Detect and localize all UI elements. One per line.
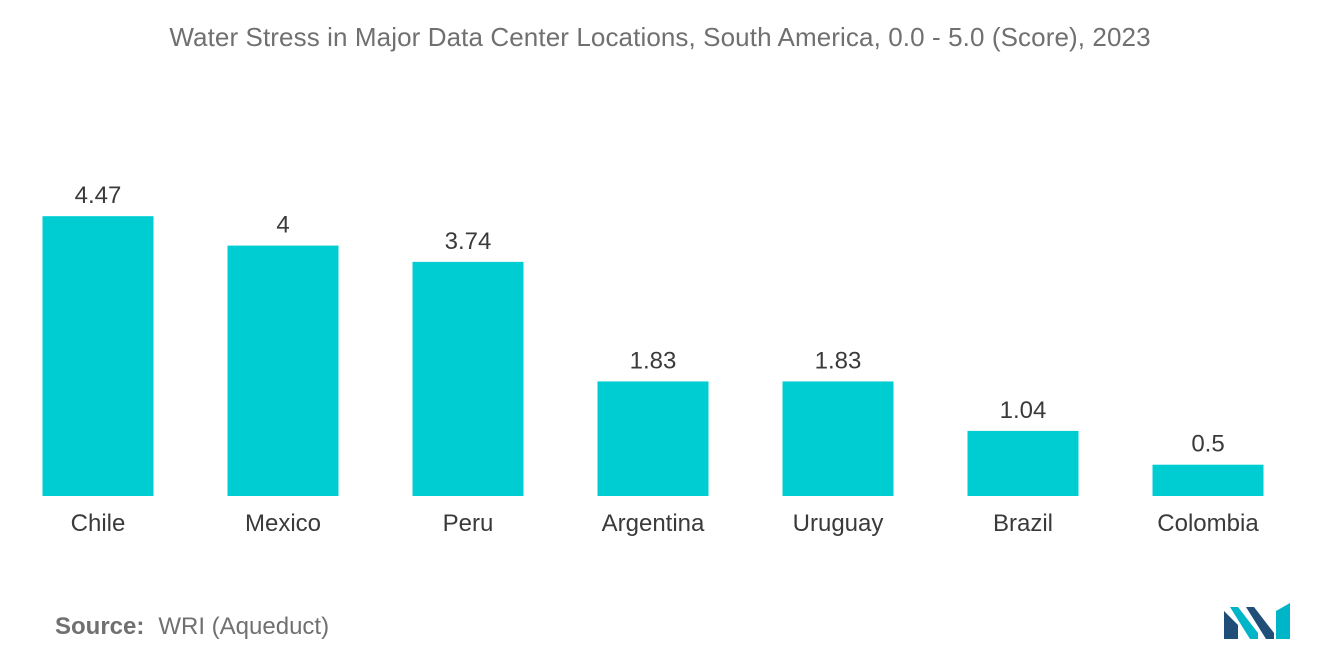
value-label-mexico: 4 <box>276 212 289 239</box>
bar-mexico <box>227 245 339 496</box>
value-label-colombia: 0.5 <box>1191 431 1224 458</box>
category-label-peru: Peru <box>443 510 494 537</box>
bar-chart: 4.47 Chile 4 Mexico 3.74 Peru 1.83 Argentina 1.8… <box>42 182 1264 537</box>
category-label-uruguay: Uruguay <box>793 510 884 537</box>
source-text: WRI (Aqueduct) <box>158 613 330 640</box>
value-label-chile: 4.47 <box>75 182 122 209</box>
bar-brazil <box>967 430 1079 496</box>
value-label-argentina: 1.83 <box>630 347 677 374</box>
category-label-colombia: Colombia <box>1157 510 1259 537</box>
bar-peru <box>412 261 524 496</box>
bar-uruguay <box>782 381 894 496</box>
category-label-mexico: Mexico <box>245 510 321 537</box>
mordor-logo-icon <box>1224 603 1290 639</box>
category-label-argentina: Argentina <box>602 510 705 537</box>
bar-colombia <box>1152 464 1264 496</box>
source-note: Source: WRI (Aqueduct) <box>55 613 329 641</box>
source-label: Source: <box>55 613 145 640</box>
category-label-brazil: Brazil <box>993 510 1053 537</box>
category-label-chile: Chile <box>71 510 126 537</box>
bar-chile <box>42 216 154 497</box>
value-label-uruguay: 1.83 <box>815 347 862 374</box>
bar-argentina <box>597 381 709 496</box>
value-label-brazil: 1.04 <box>1000 397 1047 424</box>
value-label-peru: 3.74 <box>445 228 492 255</box>
chart-title: Water Stress in Major Data Center Locati… <box>169 22 1151 52</box>
